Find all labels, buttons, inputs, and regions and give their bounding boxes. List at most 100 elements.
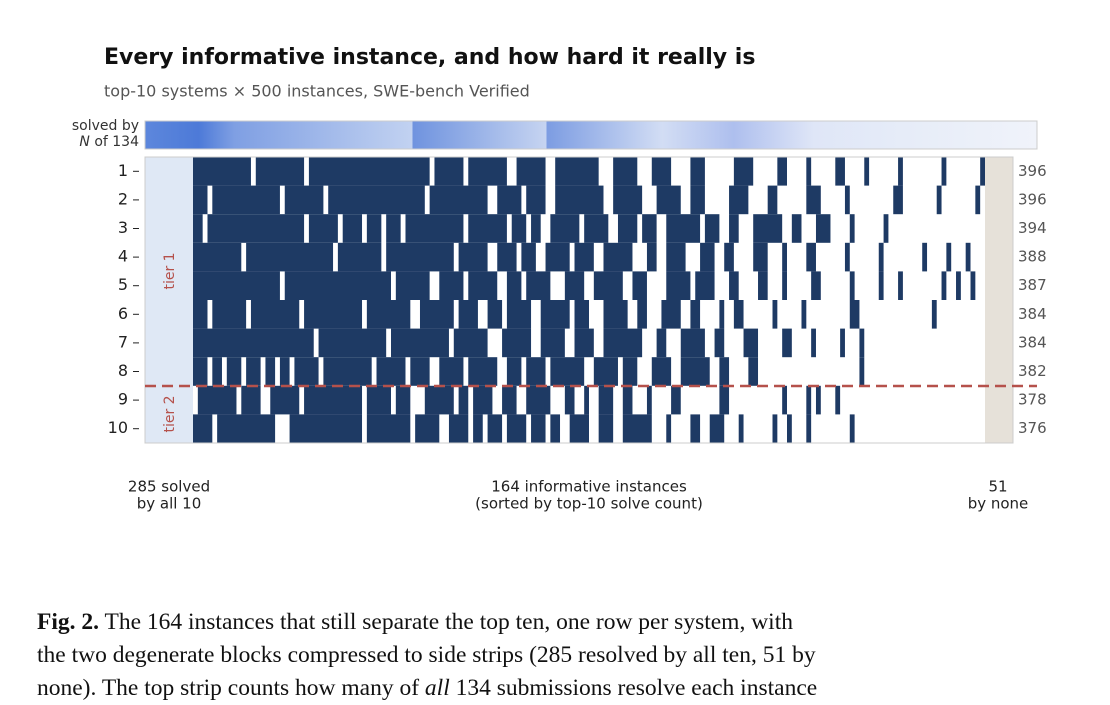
solved-run: [666, 242, 686, 272]
solved-run: [690, 185, 705, 215]
solved-run: [366, 214, 382, 243]
solved-run: [376, 357, 406, 386]
row-solved: 394: [1018, 219, 1047, 237]
middle-label: 164 informative instances: [491, 478, 687, 496]
row-label: 4: [118, 247, 128, 266]
caption-text: The 164 instances that still separate th…: [104, 609, 793, 635]
solved-run: [193, 185, 208, 215]
solved-run: [250, 300, 300, 329]
solved-run: [526, 185, 546, 215]
solved-run: [468, 157, 507, 186]
solved-run: [410, 357, 430, 386]
solved-run: [844, 185, 850, 215]
solved-run: [724, 242, 734, 272]
solved-run: [622, 357, 638, 386]
solved-run: [719, 300, 725, 329]
solved-run: [502, 385, 517, 415]
solved-run: [487, 414, 503, 443]
solved-run: [941, 157, 947, 186]
right-label: 51: [988, 478, 1007, 496]
solved-run: [598, 414, 614, 443]
left-strip: [145, 157, 193, 443]
solved-run: [719, 385, 730, 415]
solved-run: [806, 242, 816, 272]
solved-run: [284, 271, 391, 300]
solved-run: [212, 357, 222, 386]
solved-run: [936, 185, 942, 215]
solved-run: [782, 328, 792, 358]
row-solved: 396: [1018, 162, 1047, 180]
solved-run: [729, 185, 749, 215]
solved-run: [395, 271, 430, 300]
right-label: by none: [968, 495, 1029, 513]
solved-run: [787, 414, 792, 443]
middle-label: (sorted by top-10 solve count): [475, 495, 703, 513]
solved-run: [502, 328, 532, 358]
solved-run: [593, 357, 618, 386]
solved-run: [733, 300, 744, 329]
solved-run: [574, 300, 589, 329]
solved-run: [849, 214, 855, 243]
solved-run: [632, 271, 647, 300]
strip-label: solved by: [72, 118, 139, 134]
chart-title: Every informative instance, and how hard…: [104, 45, 755, 70]
solved-run: [666, 414, 672, 443]
solved-run: [748, 357, 759, 386]
solved-run: [849, 300, 860, 329]
solved-run: [193, 157, 251, 186]
solved-run: [815, 214, 831, 243]
solved-run: [468, 214, 507, 243]
solved-run: [806, 414, 812, 443]
left-label: by all 10: [137, 495, 202, 513]
solved-run: [637, 300, 647, 329]
solved-run: [294, 357, 319, 386]
solved-run: [801, 300, 807, 329]
solved-run: [318, 328, 387, 358]
solved-run: [555, 157, 599, 186]
caption-line: the two degenerate blocks compressed to …: [37, 642, 816, 668]
solved-run: [304, 300, 363, 329]
solved-run: [729, 271, 739, 300]
row-solved: 378: [1018, 391, 1047, 409]
solved-run: [965, 242, 971, 272]
solved-run: [772, 414, 778, 443]
solved-run: [646, 385, 652, 415]
solved-run: [806, 157, 812, 186]
solved-run: [704, 214, 720, 243]
solved-run: [516, 157, 546, 186]
solved-run: [279, 357, 290, 386]
solved-run: [217, 414, 276, 443]
solved-run: [458, 242, 488, 272]
solved-run: [531, 214, 541, 243]
solved-run: [811, 271, 821, 300]
solved-run: [806, 185, 821, 215]
solved-run: [690, 157, 705, 186]
solved-run: [980, 157, 985, 186]
row-label: 8: [118, 361, 128, 380]
solved-run: [613, 185, 643, 215]
caption-text: 134 submissions resolve each instance: [455, 675, 818, 701]
solved-run: [743, 328, 759, 358]
solved-run: [680, 357, 710, 386]
solved-run: [511, 214, 527, 243]
row-solved: 384: [1018, 333, 1047, 351]
solved-run: [603, 242, 633, 272]
solved-run: [849, 271, 855, 300]
solved-run: [782, 271, 787, 300]
row-solved: 388: [1018, 248, 1047, 266]
solved-run: [622, 414, 652, 443]
solved-run: [458, 385, 469, 415]
solved-run: [193, 414, 213, 443]
solved-run: [284, 185, 324, 215]
solved-run: [946, 242, 952, 272]
solved-run: [593, 271, 623, 300]
figure: Every informative instance, and how hard…: [72, 45, 1047, 513]
row-label: 3: [118, 218, 128, 237]
solved-run: [197, 385, 237, 415]
solved-run: [212, 185, 280, 215]
solved-run: [651, 157, 672, 186]
solved-run: [506, 357, 522, 386]
solved-run: [898, 271, 903, 300]
solved-run: [719, 357, 730, 386]
solved-run: [656, 185, 681, 215]
